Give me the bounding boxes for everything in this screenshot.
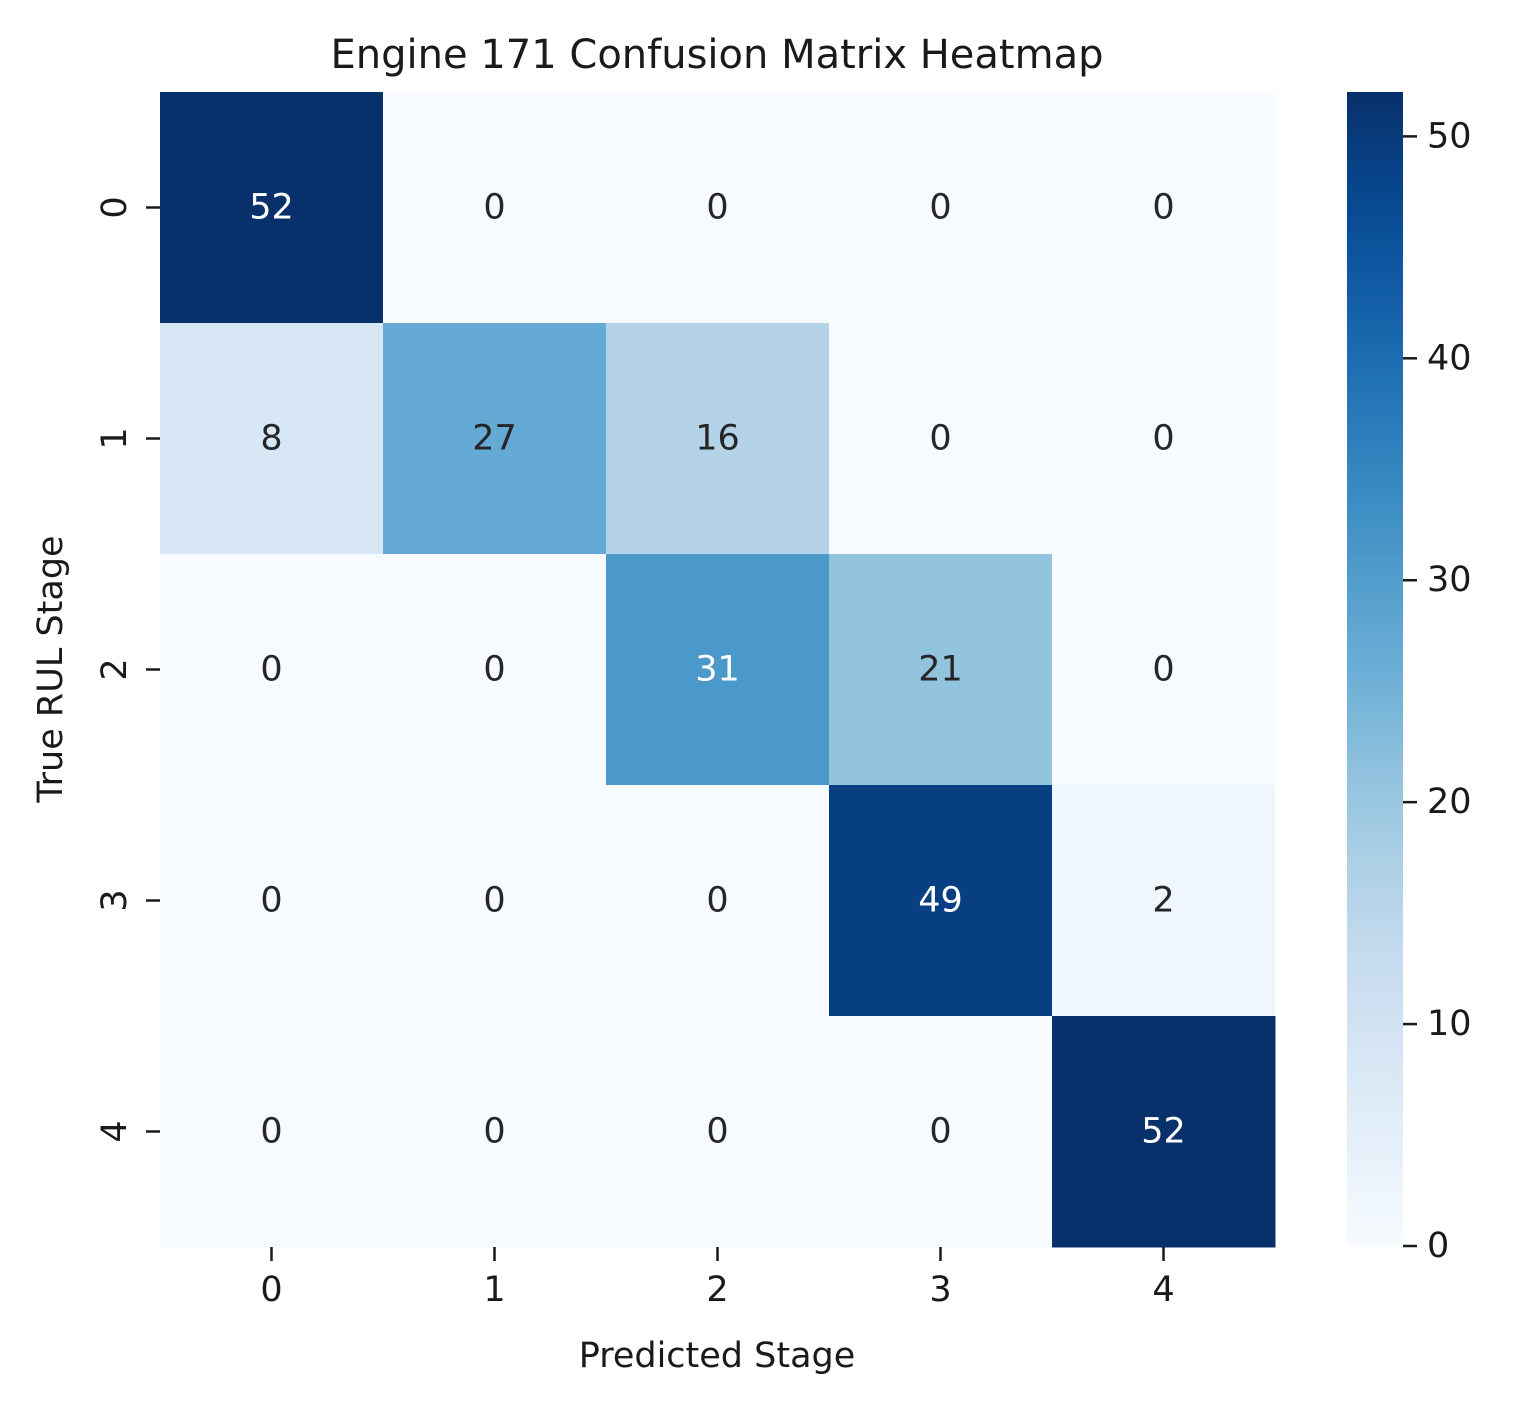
heatmap-cell-4-1: [383, 1016, 607, 1248]
cell-value-label-3-1: 0: [483, 881, 505, 921]
x-tick-label: 0: [260, 1270, 282, 1310]
heatmap-cell-3-2: [606, 785, 830, 1017]
colorbar-ticks: 0 10 20 30 40 50: [1403, 116, 1472, 1266]
heatmap-cell-2-3: [829, 554, 1053, 786]
colorbar-tick-label: 10: [1427, 1004, 1472, 1044]
cell-value-label-3-0: 0: [260, 881, 282, 921]
colorbar: [1347, 92, 1403, 1246]
cell-value-label-0-2: 0: [706, 188, 728, 228]
cell-value-label-0-4: 0: [1152, 188, 1174, 228]
y-tick-label: 2: [95, 658, 135, 680]
cell-value-label-4-3: 0: [929, 1112, 951, 1152]
heatmap-cell-3-3: [829, 785, 1053, 1017]
heatmap-cell-1-3: [829, 323, 1053, 555]
heatmap-cell-3-4: [1052, 785, 1276, 1017]
cell-value-label-0-1: 0: [483, 188, 505, 228]
x-axis-label: Predicted Stage: [579, 1336, 856, 1376]
heatmap-cell-1-1: [383, 323, 607, 555]
x-axis: 0 1 2 3 4: [260, 1247, 1175, 1310]
heatmap-cell-labels: 52 0 0 0 0 8 27 16 0 0 0 0 31 21 0 0 0 0 49 2 0 0 0 0 52: [249, 188, 1186, 1152]
cell-value-label-1-3: 0: [929, 419, 951, 459]
cell-value-label-3-3: 49: [918, 881, 963, 921]
heatmap-cell-3-0: [160, 785, 384, 1017]
cell-value-label-1-4: 0: [1152, 419, 1174, 459]
heatmap-cell-0-0: [160, 92, 384, 324]
heatmap-cell-2-1: [383, 554, 607, 786]
cell-value-label-2-0: 0: [260, 650, 282, 690]
chart-title: Engine 171 Confusion Matrix Heatmap: [331, 32, 1104, 78]
heatmap-cell-4-0: [160, 1016, 384, 1248]
colorbar-tick-label: 30: [1427, 560, 1472, 600]
heatmap-cell-2-4: [1052, 554, 1276, 786]
heatmap-cell-4-3: [829, 1016, 1053, 1248]
heatmap-cell-3-1: [383, 785, 607, 1017]
cell-value-label-0-3: 0: [929, 188, 951, 228]
heatmap-cell-2-0: [160, 554, 384, 786]
cell-value-label-3-2: 0: [706, 881, 728, 921]
cell-value-label-0-0: 52: [249, 188, 294, 228]
x-tick-label: 2: [706, 1270, 728, 1310]
heatmap-cells: [160, 92, 1276, 1248]
cell-value-label-2-3: 21: [918, 650, 963, 690]
cell-value-label-1-2: 16: [695, 419, 740, 459]
y-tick-label: 4: [95, 1120, 135, 1142]
heatmap-cell-4-4: [1052, 1016, 1276, 1248]
colorbar-tick-label: 50: [1427, 116, 1472, 156]
cell-value-label-2-1: 0: [483, 650, 505, 690]
heatmap-cell-2-2: [606, 554, 830, 786]
heatmap-cell-0-2: [606, 92, 830, 324]
heatmap-cell-1-0: [160, 323, 384, 555]
cell-value-label-2-2: 31: [695, 650, 740, 690]
cell-value-label-2-4: 0: [1152, 650, 1174, 690]
y-axis-label: True RUL Stage: [31, 535, 71, 803]
heatmap-cell-0-3: [829, 92, 1053, 324]
cell-value-label-4-0: 0: [260, 1112, 282, 1152]
cell-value-label-4-1: 0: [483, 1112, 505, 1152]
heatmap-cell-4-2: [606, 1016, 830, 1248]
heatmap-cell-0-1: [383, 92, 607, 324]
x-tick-label: 3: [929, 1270, 951, 1310]
colorbar-tick-label: 40: [1427, 338, 1472, 378]
y-axis: 0 1 2 3 4: [95, 196, 160, 1143]
cell-value-label-4-4: 52: [1141, 1112, 1186, 1152]
x-tick-label: 4: [1152, 1270, 1174, 1310]
colorbar-tick-label: 20: [1427, 782, 1472, 822]
heatmap-cell-0-4: [1052, 92, 1276, 324]
cell-value-label-1-1: 27: [472, 419, 517, 459]
y-tick-label: 0: [95, 196, 135, 218]
cell-value-label-4-2: 0: [706, 1112, 728, 1152]
y-tick-label: 3: [95, 889, 135, 911]
x-tick-label: 1: [483, 1270, 505, 1310]
cell-value-label-1-0: 8: [260, 419, 282, 459]
y-tick-label: 1: [95, 427, 135, 449]
cell-value-label-3-4: 2: [1152, 881, 1174, 921]
heatmap-cell-1-2: [606, 323, 830, 555]
colorbar-tick-label: 0: [1427, 1226, 1449, 1266]
heatmap-cell-1-4: [1052, 323, 1276, 555]
